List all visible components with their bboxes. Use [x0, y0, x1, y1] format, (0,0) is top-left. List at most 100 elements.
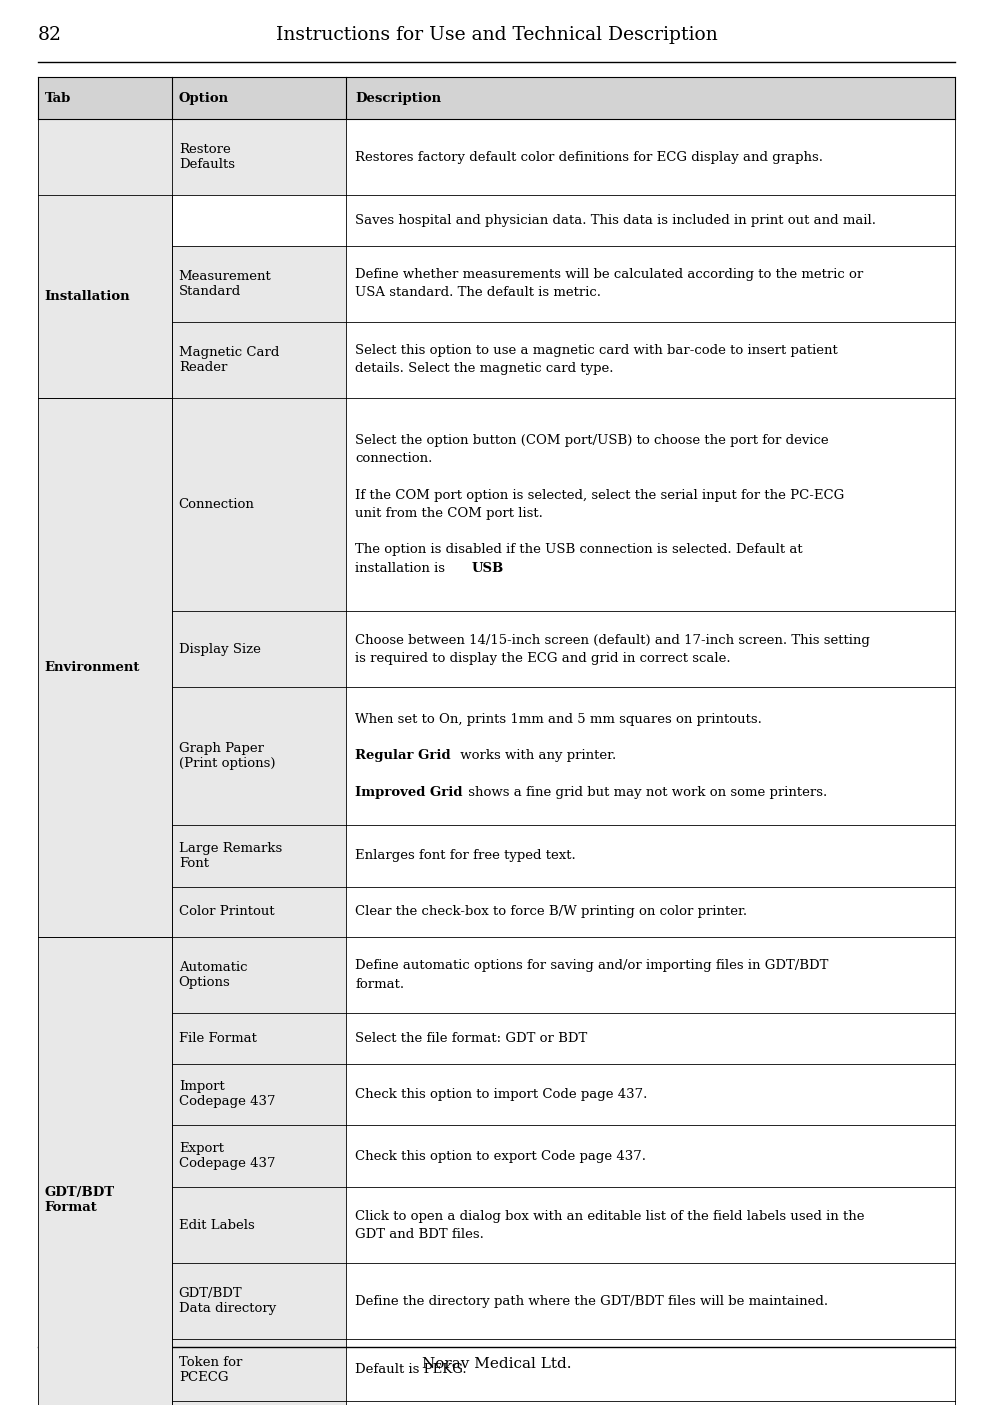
Text: File Format: File Format: [179, 1031, 256, 1045]
Text: unit from the COM port list.: unit from the COM port list.: [355, 507, 543, 520]
Text: Automatic
Options: Automatic Options: [179, 961, 247, 989]
Bar: [38, 687, 172, 825]
Bar: [38, 887, 172, 937]
Text: Installation: Installation: [45, 289, 130, 303]
Bar: [172, 825, 346, 887]
Bar: [172, 1187, 346, 1263]
Text: Define the directory path where the GDT/BDT files will be maintained.: Define the directory path where the GDT/…: [355, 1294, 828, 1308]
Bar: [172, 1125, 346, 1187]
Bar: [172, 1064, 346, 1125]
Bar: [172, 937, 346, 1013]
Text: Define whether measurements will be calculated according to the metric or: Define whether measurements will be calc…: [355, 268, 864, 281]
Bar: [38, 195, 172, 246]
Bar: [38, 195, 172, 398]
Bar: [38, 611, 172, 687]
Bar: [346, 887, 955, 937]
Text: Import
Codepage 437: Import Codepage 437: [179, 1080, 275, 1109]
Bar: [172, 1263, 346, 1339]
Bar: [38, 1263, 172, 1339]
Text: Default is PEKG.: Default is PEKG.: [355, 1363, 467, 1377]
Text: Select this option to use a magnetic card with bar-code to insert patient: Select this option to use a magnetic car…: [355, 344, 838, 357]
Text: When set to On, prints 1mm and 5 mm squares on printouts.: When set to On, prints 1mm and 5 mm squa…: [355, 712, 763, 726]
Text: Enlarges font for free typed text.: Enlarges font for free typed text.: [355, 849, 576, 863]
Text: installation is: installation is: [355, 562, 450, 575]
Bar: [38, 77, 955, 119]
Text: Define automatic options for saving and/or importing files in GDT/BDT: Define automatic options for saving and/…: [355, 960, 829, 972]
Text: Select the option button (COM port/USB) to choose the port for device: Select the option button (COM port/USB) …: [355, 434, 829, 447]
Text: Check this option to import Code page 437.: Check this option to import Code page 43…: [355, 1087, 647, 1102]
Bar: [172, 611, 346, 687]
Bar: [346, 611, 955, 687]
Bar: [38, 937, 172, 1013]
Bar: [38, 398, 172, 611]
Text: Large Remarks
Font: Large Remarks Font: [179, 842, 282, 870]
Bar: [38, 1013, 172, 1064]
Bar: [346, 825, 955, 887]
Text: USB: USB: [472, 562, 503, 575]
Bar: [172, 119, 346, 195]
Bar: [38, 1187, 172, 1263]
Bar: [38, 825, 172, 887]
Text: Display Size: Display Size: [179, 642, 260, 656]
Bar: [346, 1125, 955, 1187]
Text: Magnetic Card
Reader: Magnetic Card Reader: [179, 346, 279, 374]
Text: Restore
Defaults: Restore Defaults: [179, 143, 234, 171]
Bar: [38, 246, 172, 322]
Bar: [172, 1339, 346, 1401]
Bar: [38, 1401, 172, 1405]
Text: Regular Grid: Regular Grid: [355, 749, 451, 763]
Text: is required to display the ECG and grid in correct scale.: is required to display the ECG and grid …: [355, 652, 731, 665]
Text: format.: format.: [355, 978, 404, 991]
Bar: [346, 398, 955, 611]
Text: Select the file format: GDT or BDT: Select the file format: GDT or BDT: [355, 1031, 588, 1045]
Text: GDT and BDT files.: GDT and BDT files.: [355, 1228, 485, 1241]
Text: Click to open a dialog box with an editable list of the field labels used in the: Click to open a dialog box with an edita…: [355, 1210, 865, 1222]
Bar: [172, 887, 346, 937]
Bar: [346, 1263, 955, 1339]
Text: .: .: [496, 562, 500, 575]
Text: shows a fine grid but may not work on some printers.: shows a fine grid but may not work on so…: [464, 785, 827, 799]
Text: details. Select the magnetic card type.: details. Select the magnetic card type.: [355, 362, 614, 375]
Bar: [172, 687, 346, 825]
Text: Color Printout: Color Printout: [179, 905, 274, 919]
Text: Saves hospital and physician data. This data is included in print out and mail.: Saves hospital and physician data. This …: [355, 214, 877, 228]
Text: If the COM port option is selected, select the serial input for the PC-ECG: If the COM port option is selected, sele…: [355, 489, 845, 502]
Text: 82: 82: [38, 25, 62, 44]
Text: Choose between 14/15-inch screen (default) and 17-inch screen. This setting: Choose between 14/15-inch screen (defaul…: [355, 634, 871, 646]
Text: Edit Labels: Edit Labels: [179, 1218, 254, 1232]
Bar: [38, 937, 172, 1405]
Text: connection.: connection.: [355, 452, 433, 465]
Bar: [346, 937, 955, 1013]
Text: Instructions for Use and Technical Description: Instructions for Use and Technical Descr…: [276, 25, 717, 44]
Bar: [346, 119, 955, 195]
Bar: [172, 246, 346, 322]
Bar: [346, 322, 955, 398]
Text: Measurement
Standard: Measurement Standard: [179, 270, 271, 298]
Text: works with any printer.: works with any printer.: [456, 749, 616, 763]
Text: Tab: Tab: [45, 91, 71, 105]
Text: Graph Paper
(Print options): Graph Paper (Print options): [179, 742, 275, 770]
Text: Option: Option: [179, 91, 228, 105]
Text: Clear the check-box to force B/W printing on color printer.: Clear the check-box to force B/W printin…: [355, 905, 748, 919]
Text: GDT/BDT
Format: GDT/BDT Format: [45, 1186, 115, 1214]
Bar: [172, 1401, 346, 1405]
Text: Environment: Environment: [45, 660, 140, 674]
Text: Norav Medical Ltd.: Norav Medical Ltd.: [422, 1357, 571, 1371]
Bar: [38, 1125, 172, 1187]
Bar: [38, 119, 172, 195]
Text: Export
Codepage 437: Export Codepage 437: [179, 1142, 275, 1170]
Bar: [346, 1013, 955, 1064]
Bar: [38, 1339, 172, 1401]
Text: The option is disabled if the USB connection is selected. Default at: The option is disabled if the USB connec…: [355, 544, 803, 556]
Bar: [38, 398, 172, 937]
Text: Improved Grid: Improved Grid: [355, 785, 463, 799]
Text: Restores factory default color definitions for ECG display and graphs.: Restores factory default color definitio…: [355, 150, 823, 164]
Bar: [38, 322, 172, 398]
Bar: [172, 1013, 346, 1064]
Text: GDT/BDT
Data directory: GDT/BDT Data directory: [179, 1287, 276, 1315]
Bar: [172, 195, 346, 246]
Text: Token for
PCECG: Token for PCECG: [179, 1356, 242, 1384]
Bar: [346, 1187, 955, 1263]
Bar: [346, 687, 955, 825]
Text: Connection: Connection: [179, 497, 254, 511]
